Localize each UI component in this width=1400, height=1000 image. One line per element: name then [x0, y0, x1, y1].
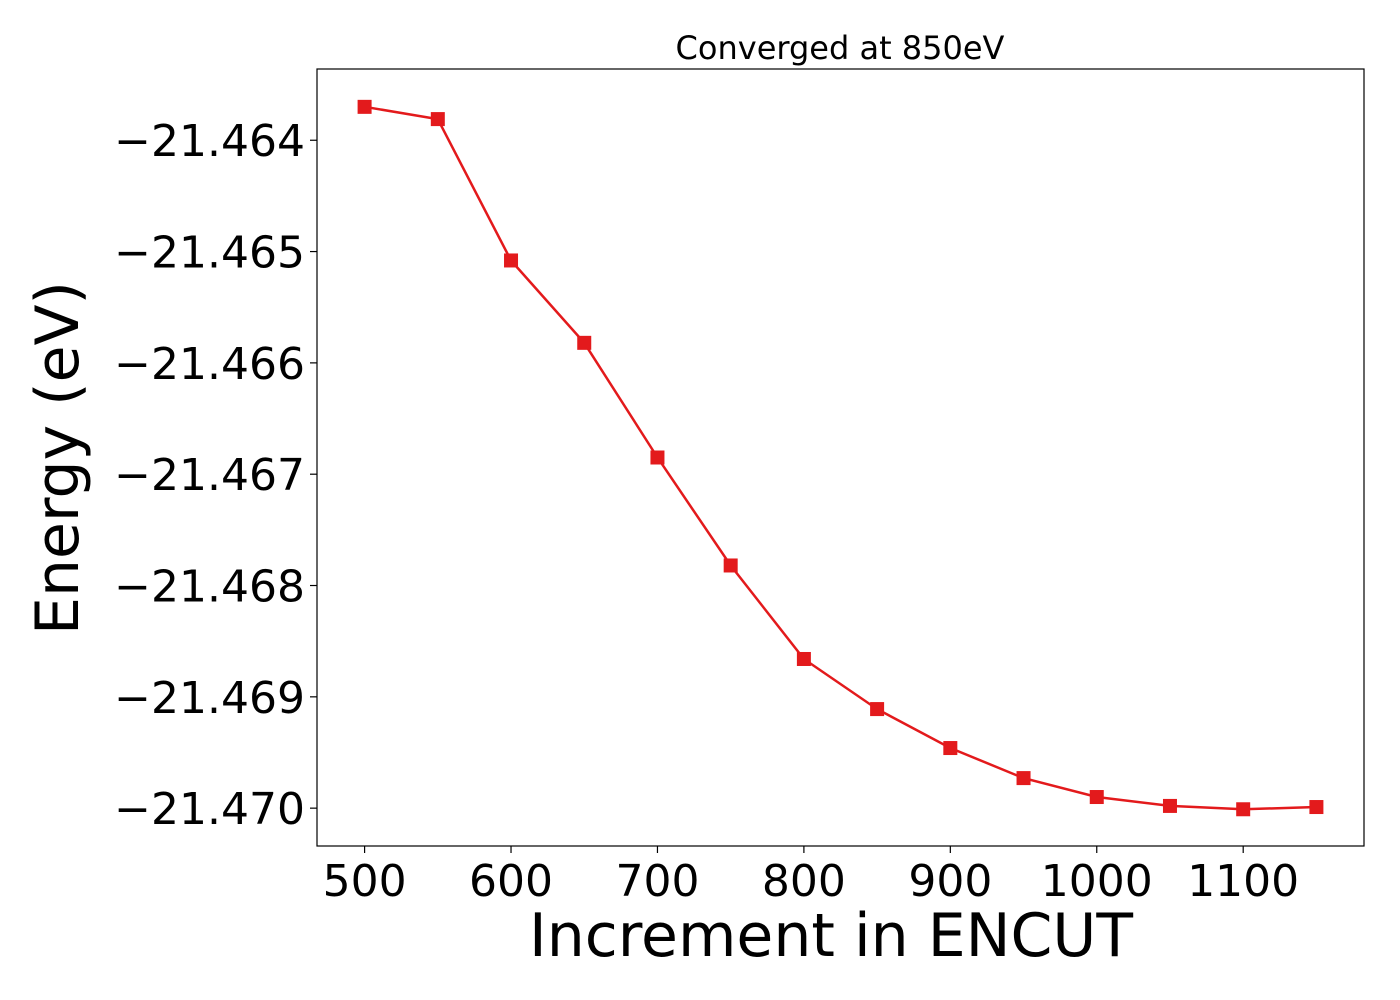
x-tick-label: 800 [762, 856, 846, 907]
data-point-marker [1309, 800, 1324, 815]
y-tick-label: −21.469 [114, 673, 305, 724]
data-point-marker [943, 741, 958, 756]
data-point-marker [650, 450, 665, 465]
y-tick-label: −21.470 [114, 784, 305, 835]
data-point-marker [796, 651, 811, 666]
x-tick-label: 600 [469, 856, 553, 907]
data-point-marker [1089, 790, 1104, 805]
y-tick-label: −21.467 [114, 450, 305, 501]
x-tick-label: 900 [908, 856, 992, 907]
plot-frame [316, 68, 1365, 847]
x-tick-label: 1100 [1187, 856, 1299, 907]
x-tick-label: 1000 [1041, 856, 1153, 907]
data-point-marker [430, 112, 445, 127]
series-line [364, 105, 1317, 811]
data-point-marker [870, 702, 885, 717]
y-tick-label: −21.465 [114, 228, 305, 279]
chart-title: Converged at 850eV [676, 29, 1005, 67]
y-axis-label: Energy (eV) [23, 281, 93, 635]
x-tick-label: 500 [323, 856, 407, 907]
data-point-marker [1016, 771, 1031, 786]
data-point-marker [357, 99, 372, 114]
data-point-marker [1236, 802, 1251, 817]
x-tick-label: 700 [615, 856, 699, 907]
y-tick-label: −21.464 [114, 116, 305, 167]
x-axis-label: Increment in ENCUT [529, 901, 1133, 971]
data-point-marker [1162, 798, 1177, 813]
y-tick-label: −21.468 [114, 562, 305, 613]
data-point-marker [504, 253, 519, 268]
y-axis-ticks: −21.464 −21.465 −21.466 −21.467 −21.468 −21.4… [114, 116, 317, 835]
data-point-marker [723, 558, 738, 573]
x-axis-ticks: 500 600 700 800 900 1000 1100 [323, 846, 1299, 907]
y-tick-label: −21.466 [114, 339, 305, 390]
data-point-marker [577, 335, 592, 350]
series-layer [357, 99, 1324, 817]
